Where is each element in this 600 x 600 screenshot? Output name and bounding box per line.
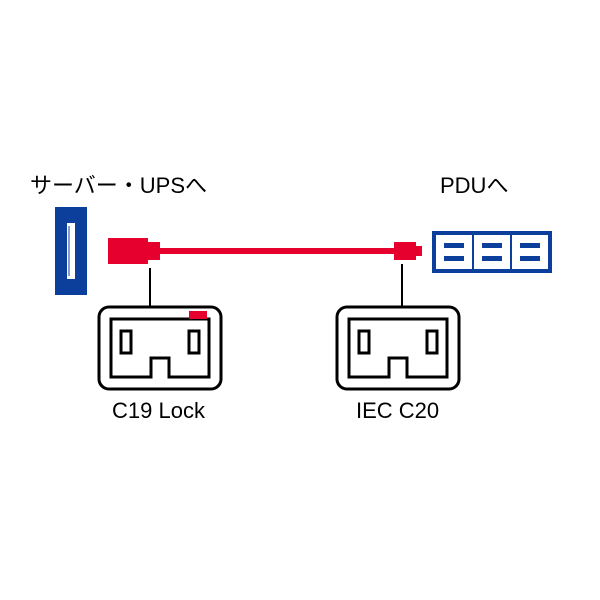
diagram-canvas: サーバー・UPSへ PDUへ C19 Lock IEC C20: [0, 0, 600, 600]
diagram-svg: [0, 0, 600, 600]
